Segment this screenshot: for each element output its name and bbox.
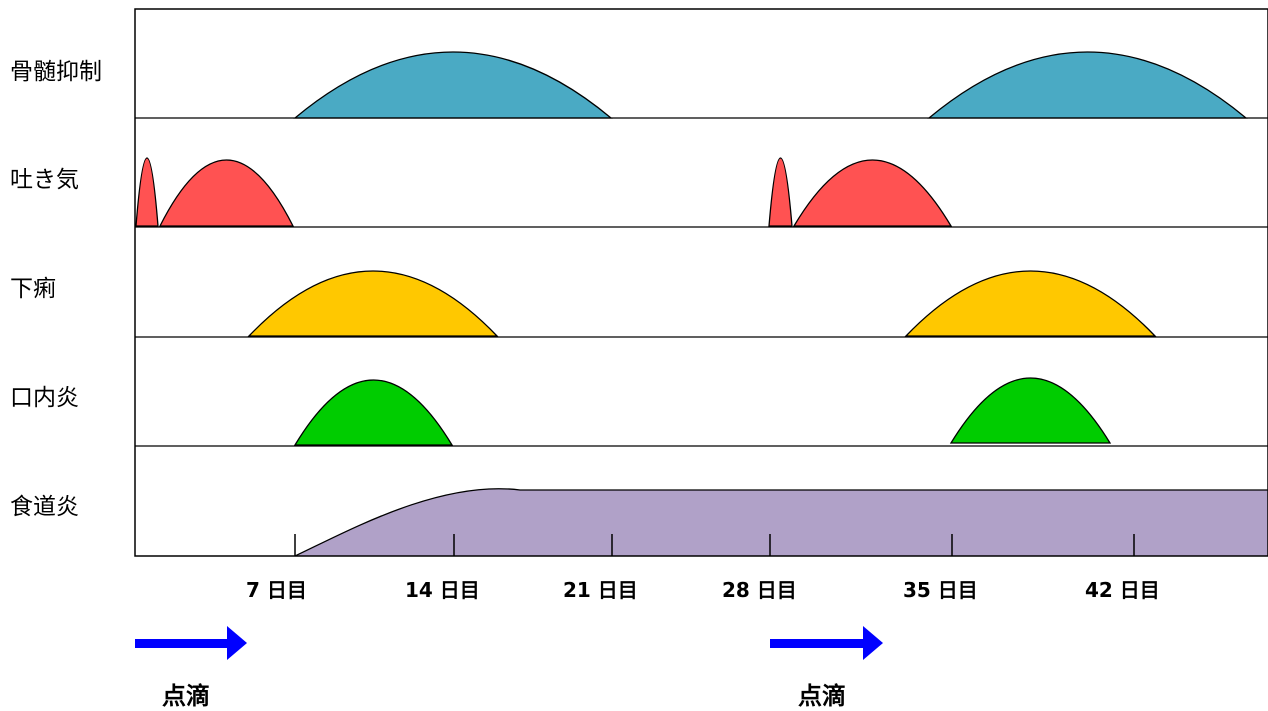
nausea-curve-2 — [135, 157, 159, 227]
grid-layer — [134, 8, 1268, 660]
tick-label-day-28: 28 日目 — [722, 578, 797, 602]
row-label-nausea: 吐き気 — [10, 167, 79, 193]
diarrhea-curve-7 — [904, 270, 1157, 337]
diarrhea-curve-6 — [247, 270, 499, 337]
chart-frame — [134, 8, 1268, 557]
row-label-bone-marrow: 骨髄抑制 — [10, 59, 102, 85]
row-label-esophagitis: 食道炎 — [10, 494, 79, 520]
bone-marrow-curve-0 — [293, 51, 613, 119]
esophagitis-area — [295, 488, 1268, 556]
row-label-diarrhea: 下痢 — [10, 276, 56, 302]
tick-label-day-35: 35 日目 — [903, 578, 978, 602]
row-label-stomatitis: 口内炎 — [10, 385, 79, 411]
nausea-curve-4 — [768, 157, 793, 227]
drip-arrow-shaft-1 — [770, 639, 863, 648]
tick-label-day-21: 21 日目 — [563, 578, 638, 602]
drip-label-2: 点滴 — [798, 682, 846, 710]
shapes-layer — [135, 51, 1268, 557]
drip-arrow-shaft-0 — [135, 639, 227, 648]
esophagitis-curve — [294, 488, 1268, 557]
tick-label-day-7: 7 日目 — [246, 578, 307, 602]
stomatitis-curve-8 — [293, 379, 454, 446]
stomatitis-curve-9 — [949, 377, 1112, 444]
drip-arrow-head-0 — [227, 626, 247, 660]
drip-label-1: 点滴 — [162, 682, 210, 710]
tick-label-day-14: 14 日目 — [405, 578, 480, 602]
tick-label-day-42: 42 日目 — [1085, 578, 1160, 602]
bone-marrow-curve-1 — [927, 51, 1248, 119]
nausea-curve-5 — [792, 159, 953, 227]
drip-arrow-head-1 — [863, 626, 883, 660]
nausea-curve-3 — [158, 159, 295, 227]
